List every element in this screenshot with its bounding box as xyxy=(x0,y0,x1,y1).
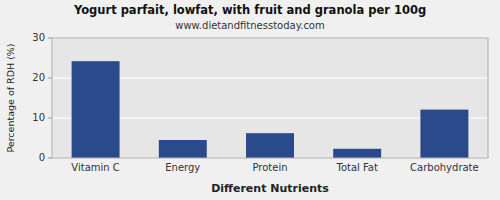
y-axis-title: Percentage of RDH (%) xyxy=(5,43,16,152)
plot-area xyxy=(52,38,488,158)
bar xyxy=(246,133,294,158)
y-tick xyxy=(48,78,52,79)
grid xyxy=(52,38,488,158)
bar xyxy=(72,61,120,158)
chart: 0 10 20 30 Vitamin C Energy Protein Total Fat Ca… xyxy=(0,0,500,200)
y-tick xyxy=(48,158,52,159)
y-tick-label: 0 xyxy=(39,152,45,163)
plot-frame xyxy=(52,38,488,158)
y-axis: 0 10 20 30 xyxy=(32,32,52,163)
chart-container: 0 10 20 30 Vitamin C Energy Protein Total Fat Ca… xyxy=(0,0,500,200)
background xyxy=(0,0,500,200)
x-axis-title: Different Nutrients xyxy=(211,182,329,195)
bar xyxy=(333,149,381,158)
x-tick-label: Protein xyxy=(252,162,287,173)
bar xyxy=(159,140,207,158)
x-tick-label: Energy xyxy=(165,162,200,173)
bar xyxy=(420,110,468,158)
y-tick xyxy=(48,38,52,39)
y-tick-label: 30 xyxy=(32,32,45,43)
x-tick-label: Carbohydrate xyxy=(410,162,479,173)
title: Yogurt parfait, lowfat, with fruit and g… xyxy=(73,3,426,17)
y-tick-label: 10 xyxy=(32,112,45,123)
x-tick-label: Vitamin C xyxy=(71,162,119,173)
y-tick xyxy=(48,118,52,119)
x-tick-label: Total Fat xyxy=(335,162,377,173)
x-axis: Vitamin C Energy Protein Total Fat Carbohydr… xyxy=(71,162,478,173)
bars xyxy=(72,61,469,158)
y-tick-label: 20 xyxy=(32,72,45,83)
subtitle: www.dietandfitnesstoday.com xyxy=(175,20,324,31)
